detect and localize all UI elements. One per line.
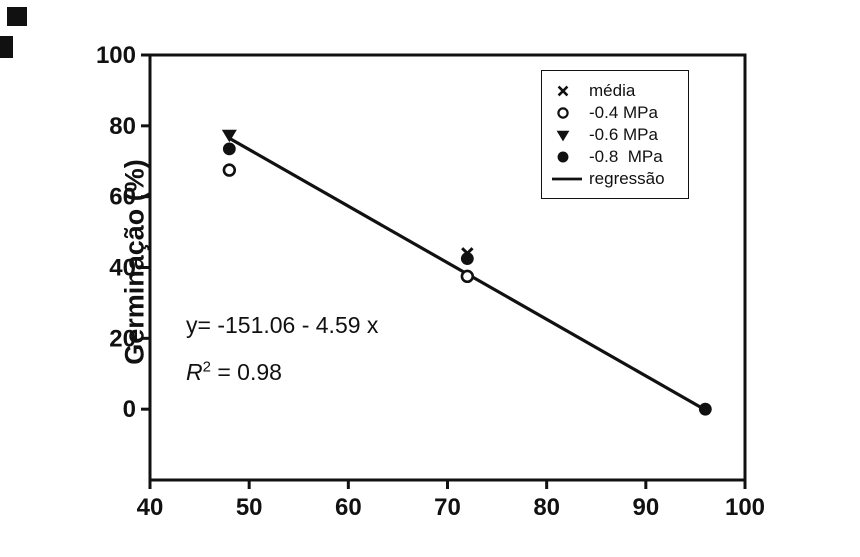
legend-label: média [589, 80, 636, 100]
legend-label: -0.6 MPa [589, 124, 658, 144]
line-legend-swatch [552, 177, 582, 180]
r-symbol: R [186, 359, 203, 385]
y-axis-tick-label: 100 [96, 42, 136, 69]
y-axis-tick-label: 20 [109, 325, 136, 352]
open-circle-marker-icon [557, 106, 569, 119]
open-circle-marker-icon [222, 163, 237, 177]
x-axis-tick-label: 80 [533, 494, 560, 521]
equation-annotation: y= -151.06 - 4.59 x R2 = 0.98 [186, 312, 378, 386]
y-axis-tick-label: 40 [109, 255, 136, 282]
filled-circle-marker-icon [557, 151, 569, 162]
y-axis-tick-label: 80 [109, 113, 136, 140]
triangle-down-legend-swatch [556, 130, 570, 141]
r-squared-text: R2 = 0.98 [186, 359, 378, 386]
r-value: = 0.98 [210, 359, 282, 385]
legend-item: -0.4 MPa [550, 102, 680, 123]
open-circle-marker-icon [460, 269, 475, 284]
equation-text: y= -151.06 - 4.59 x [186, 312, 379, 338]
x-axis-tick-label: 40 [137, 494, 164, 521]
y-axis-tick-label: 60 [109, 184, 136, 211]
artifact-square [7, 7, 27, 26]
filled-circle-marker-icon [698, 402, 712, 416]
legend: média -0.4 MPa -0.6 MPa -0.8 MPa regressão [541, 70, 689, 199]
legend-item: -0.8 MPa [550, 146, 680, 167]
open-circle-legend-swatch [557, 106, 569, 119]
legend-label: -0.4 MPa [589, 102, 658, 122]
legend-item: média [550, 80, 680, 101]
x-marker-icon [557, 85, 569, 96]
x-axis-tick-label: 100 [725, 494, 765, 521]
x-axis-tick-label: 90 [632, 494, 659, 521]
filled-circle-legend-swatch [557, 151, 569, 162]
x-axis-tick-label: 50 [236, 494, 263, 521]
legend-item: -0.6 MPa [550, 124, 680, 145]
triangle-down-marker-icon [556, 130, 570, 141]
y-axis-tick-label: 0 [123, 396, 136, 423]
x-marker-icon [461, 247, 474, 260]
x-axis-tick-label: 70 [434, 494, 461, 521]
r-exponent: 2 [202, 358, 211, 376]
x-mark-legend-swatch [557, 85, 569, 96]
x-axis-tick-label: 60 [335, 494, 362, 521]
triangle-down-marker-icon [221, 129, 237, 143]
artifact-square [0, 36, 13, 58]
plot-frame [148, 53, 747, 482]
legend-label: -0.8 MPa [589, 146, 663, 166]
filled-circle-marker-icon [222, 142, 236, 156]
legend-item: regressão [550, 168, 680, 189]
legend-label: regressão [589, 168, 665, 188]
y-axis-title: Germinação (%) [119, 159, 150, 365]
